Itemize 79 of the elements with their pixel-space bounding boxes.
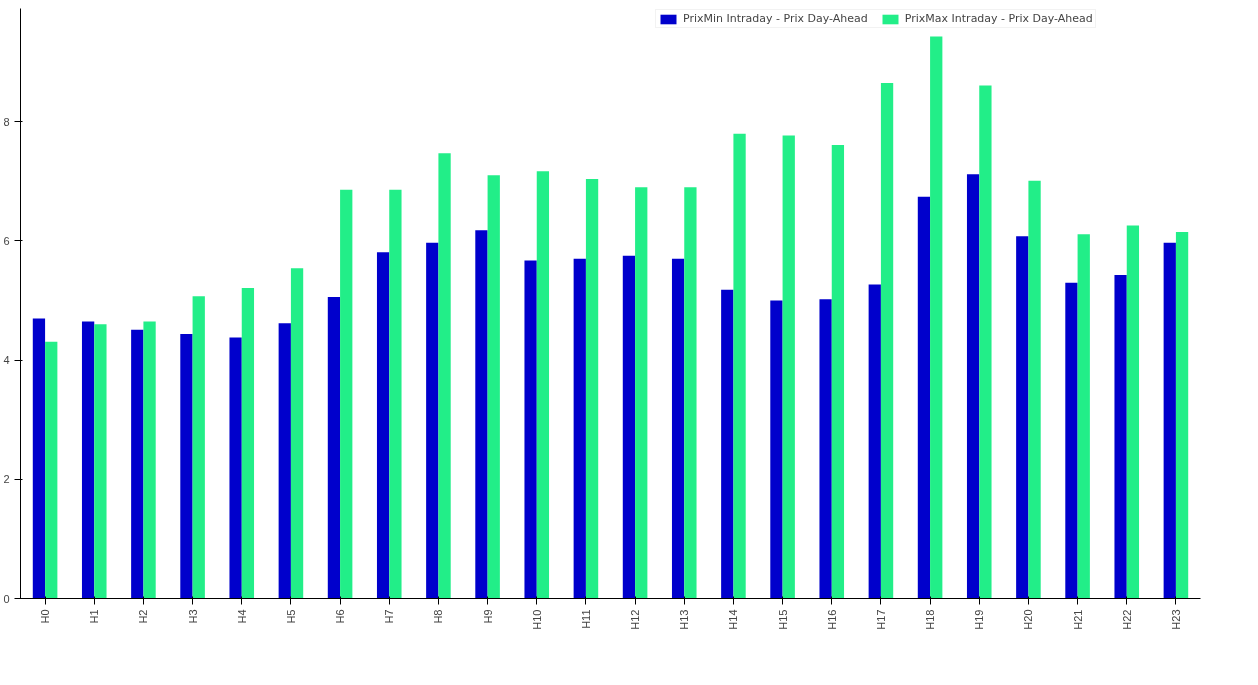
x-tick-label: H5 — [284, 609, 297, 624]
x-tick-label: H10 — [530, 609, 543, 630]
bar — [1126, 225, 1140, 599]
bar — [241, 288, 255, 599]
bar — [622, 255, 636, 599]
bar — [376, 252, 390, 599]
x-tick-label: H14 — [727, 609, 740, 630]
x-tick-label: H4 — [235, 609, 248, 624]
bar — [180, 333, 193, 599]
x-tick-label: H3 — [186, 609, 199, 624]
bar — [327, 296, 341, 599]
legend-label: PrixMax Intraday - Prix Day-Ahead — [904, 12, 1093, 25]
bar — [819, 299, 832, 599]
x-tick-label: H15 — [776, 609, 789, 630]
x-tick-label: H0 — [39, 609, 52, 624]
x-tick-label: H23 — [1169, 609, 1182, 630]
bar — [192, 296, 205, 599]
bar — [131, 329, 144, 599]
y-tick-label: 2 — [3, 473, 10, 486]
bar — [917, 196, 931, 599]
bar — [143, 321, 156, 599]
bar — [487, 175, 500, 599]
bar — [966, 174, 980, 599]
bar — [585, 178, 599, 599]
x-tick-label: H21 — [1071, 609, 1084, 630]
bar — [721, 289, 734, 599]
bar — [1016, 236, 1029, 599]
bar — [290, 268, 304, 599]
bar — [1114, 274, 1127, 599]
bar — [733, 133, 746, 599]
bar — [671, 258, 685, 599]
x-tick-label: H16 — [825, 609, 838, 630]
x-tick-label: H2 — [137, 609, 150, 624]
y-tick-label: 8 — [3, 115, 10, 128]
y-tick-label: 6 — [3, 234, 10, 247]
bar — [524, 260, 537, 599]
bar — [1163, 242, 1176, 599]
bar — [32, 318, 46, 599]
bar — [868, 284, 881, 599]
bar — [389, 189, 402, 599]
x-tick-label: H1 — [88, 609, 101, 624]
bar — [930, 36, 943, 599]
bar — [340, 189, 353, 599]
bar — [94, 324, 107, 599]
x-tick-label: H20 — [1022, 609, 1035, 630]
x-tick-label: H22 — [1120, 609, 1133, 630]
x-tick-label: H19 — [973, 609, 986, 630]
bar — [684, 187, 697, 599]
x-tick-label: H6 — [334, 609, 347, 624]
bar — [438, 153, 451, 599]
bar — [81, 321, 95, 599]
legend-label: PrixMin Intraday - Prix Day-Ahead — [683, 12, 868, 25]
bar — [1077, 234, 1090, 599]
bar — [475, 230, 488, 599]
x-tick-label: H8 — [432, 609, 445, 624]
bar — [45, 341, 58, 599]
bar — [426, 242, 439, 599]
bar — [979, 85, 992, 599]
bar — [782, 135, 795, 599]
bar — [880, 82, 894, 599]
x-tick-label: H11 — [579, 609, 592, 629]
x-tick-label: H12 — [629, 609, 642, 630]
y-tick-label: 4 — [3, 354, 10, 367]
bar — [1028, 180, 1041, 599]
bar — [770, 300, 783, 599]
bar — [635, 187, 648, 599]
bar — [278, 323, 291, 599]
bar — [1065, 282, 1078, 599]
bar — [1175, 231, 1189, 599]
bar — [831, 144, 845, 599]
x-tick-label: H18 — [924, 609, 937, 630]
x-tick-label: H17 — [874, 609, 887, 630]
x-tick-label: H9 — [481, 609, 494, 624]
bar — [229, 337, 242, 599]
x-tick-label: H7 — [383, 609, 396, 624]
bar — [573, 258, 586, 599]
bar — [536, 171, 550, 599]
y-tick-label: 0 — [3, 592, 10, 605]
x-tick-label: H13 — [678, 609, 691, 630]
